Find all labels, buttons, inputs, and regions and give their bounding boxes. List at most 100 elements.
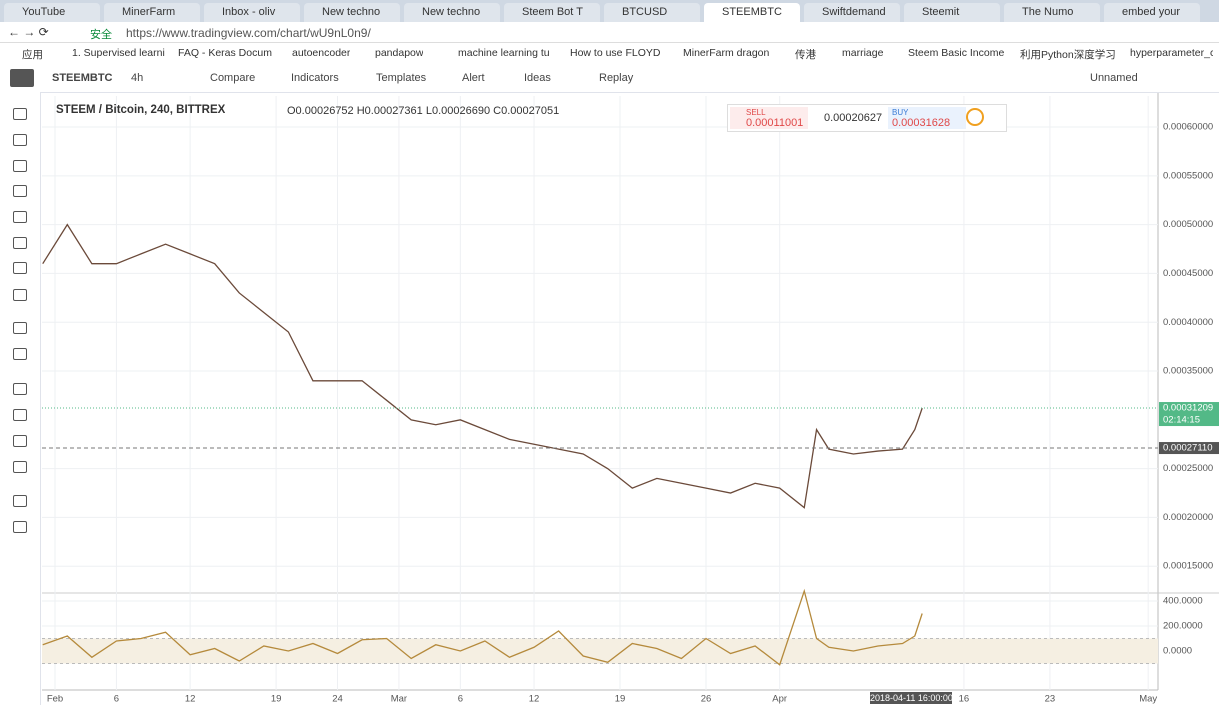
buy-button[interactable]: BUY 0.00031628 — [888, 107, 966, 129]
x-tick-label: 26 — [701, 694, 712, 705]
y-tick-label: 0.00020000 — [1163, 512, 1213, 523]
tab-bar: YouTube MinerFarm Inbox - oliv New techno Ne… — [0, 0, 1219, 22]
bookmark[interactable]: pandapow — [375, 47, 424, 59]
tab[interactable]: Inbox - oliv — [204, 3, 300, 22]
bookmark[interactable]: marriage — [842, 47, 884, 59]
x-tick-label: May — [1139, 694, 1157, 705]
toolbar-button[interactable]: Alert — [462, 72, 485, 84]
tool-icon[interactable] — [13, 185, 27, 197]
reference-label: 0.00027110 — [1163, 443, 1213, 454]
buy-label: BUY — [892, 108, 909, 117]
address-bar: ← → ⟳ 安全 https://www.tradingview.com/cha… — [0, 22, 1219, 43]
toolbar-button[interactable]: Compare — [210, 72, 256, 84]
tab[interactable]: Swiftdemand — [804, 3, 900, 22]
tab[interactable]: BTCUSD — [604, 3, 700, 22]
tab[interactable]: YouTube — [4, 3, 100, 22]
x-tick-label: 23 — [1045, 694, 1056, 705]
tool-icon[interactable] — [13, 108, 27, 120]
bookmark[interactable]: FAQ - Keras Docum — [178, 47, 272, 59]
tool-icon[interactable] — [13, 134, 27, 146]
tab[interactable]: New techno — [304, 3, 400, 22]
buy-price: 0.00031628 — [892, 117, 951, 129]
y-tick-label: 200.0000 — [1163, 621, 1203, 632]
security: 安全 — [90, 29, 112, 41]
axis-panel — [1158, 92, 1219, 705]
chart-toolbar: STEEMBTC 4h Unnamed Compare Indicators Tem… — [0, 64, 1219, 93]
tool-icon[interactable] — [13, 435, 27, 447]
sell-label: SELL — [746, 108, 766, 117]
legend-ohlc: O0.00026752 H0.00027361 L0.00026690 C0.0… — [287, 105, 560, 117]
tool-icon[interactable] — [13, 289, 27, 301]
trade-box: SELL 0.00011001 0.00020627 BUY 0.0003162… — [727, 104, 1007, 132]
tool-icon[interactable] — [13, 262, 27, 274]
tool-icon[interactable] — [13, 383, 27, 395]
toolbar-button[interactable]: Indicators — [291, 72, 339, 84]
x-tick-label: 6 — [458, 694, 463, 705]
bookmarks-bar: 应用 1. Supervised learni FAQ - Keras Docum a… — [0, 43, 1219, 65]
bookmark[interactable]: 应用 — [22, 49, 43, 61]
tool-icon[interactable] — [13, 160, 27, 172]
y-tick-label: 0.00040000 — [1163, 317, 1213, 328]
layout-name[interactable]: Unnamed — [1090, 72, 1138, 84]
tool-icon[interactable] — [13, 495, 27, 507]
bookmark[interactable]: machine learning tu — [458, 47, 550, 59]
nav-icons[interactable]: ← → ⟳ — [8, 25, 49, 39]
bookmark[interactable]: 利用Python深度学习 — [1020, 49, 1116, 61]
tab[interactable]: MinerFarm — [104, 3, 200, 22]
x-tick-label: Apr — [772, 694, 787, 705]
bookmark[interactable]: Steem Basic Income — [908, 47, 1005, 59]
symbol[interactable]: STEEMBTC — [52, 72, 113, 84]
toolbar-button[interactable]: Replay — [599, 72, 634, 84]
x-tick-label: 24 — [332, 694, 343, 705]
x-tick-label: 6 — [114, 694, 119, 705]
drawing-toolbar — [0, 92, 41, 705]
tab[interactable]: Steemit — [904, 3, 1000, 22]
url[interactable]: https://www.tradingview.com/chart/wU9nL0… — [126, 26, 371, 40]
tool-icon[interactable] — [13, 237, 27, 249]
bookmark[interactable]: MinerFarm dragon — [683, 47, 770, 59]
tab[interactable]: New techno — [404, 3, 500, 22]
toolbar-button[interactable]: Ideas — [524, 72, 551, 84]
bookmark[interactable]: autoencoder — [292, 47, 351, 59]
x-tick-label: Mar — [391, 694, 407, 705]
y-tick-label: 0.00055000 — [1163, 170, 1213, 181]
bookmark[interactable]: 传港 — [795, 49, 816, 61]
tab[interactable]: embed your — [1104, 3, 1200, 22]
bookmark[interactable]: 1. Supervised learni — [72, 47, 165, 59]
tool-icon[interactable] — [13, 461, 27, 473]
interval[interactable]: 4h — [131, 72, 144, 84]
tool-icon[interactable] — [13, 348, 27, 360]
legend-title: STEEM / Bitcoin, 240, BITTREX — [56, 104, 226, 116]
info-icon[interactable] — [966, 108, 984, 126]
spread: 0.00020627 — [824, 112, 883, 124]
x-tick-label: 19 — [271, 694, 282, 705]
x-tick-label: 12 — [185, 694, 196, 705]
tool-icon[interactable] — [13, 521, 27, 533]
countdown: 02:14:15 — [1163, 415, 1200, 426]
avatar[interactable] — [10, 69, 34, 87]
y-tick-label: 0.0000 — [1163, 646, 1192, 657]
sell-button[interactable]: SELL 0.00011001 — [730, 107, 808, 129]
sell-price: 0.00011001 — [746, 117, 804, 129]
toolbar-button[interactable]: Templates — [376, 72, 427, 84]
x-tick-label: 19 — [615, 694, 626, 705]
y-tick-label: 0.00025000 — [1163, 463, 1213, 474]
band — [42, 638, 1158, 664]
y-tick-label: 0.00035000 — [1163, 366, 1213, 377]
crosshair-label: 2018-04-11 16:00:00 — [870, 692, 952, 704]
y-tick-label: 0.00060000 — [1163, 122, 1213, 133]
y-tick-label: 0.00045000 — [1163, 268, 1213, 279]
x-tick-label: 12 — [529, 694, 540, 705]
last-price-bg — [1159, 402, 1219, 427]
bookmark[interactable]: hyperparameter_c — [1130, 47, 1213, 59]
indicator-line — [42, 588, 923, 666]
tool-icon[interactable] — [13, 322, 27, 334]
tool-icon[interactable] — [13, 409, 27, 421]
y-tick-label: 0.00015000 — [1163, 561, 1213, 572]
tab[interactable]: STEEMBTC — [704, 3, 800, 22]
tool-icon[interactable] — [13, 211, 27, 223]
tab[interactable]: The Numo — [1004, 3, 1100, 22]
tab[interactable]: Steem Bot T — [504, 3, 600, 22]
bookmark[interactable]: How to use FLOYD — [570, 47, 661, 59]
